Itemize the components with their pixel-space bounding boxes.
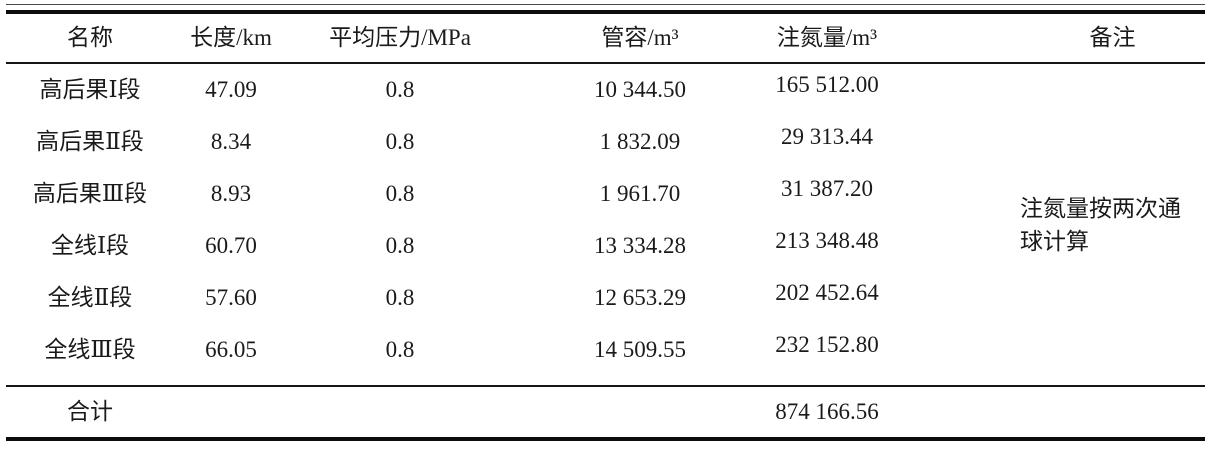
col-header-nitrogen: 注氮量/m³ — [776, 25, 878, 50]
cell-pressure: 0.8 — [385, 337, 415, 362]
table-row: 全线Ⅱ段 57.60 0.8 12 653.29 202 452.64 — [6, 272, 1205, 324]
cell-name: 高后果Ⅱ段 — [36, 129, 144, 154]
total-divider-rule — [6, 385, 1205, 387]
cell-volume: 12 653.29 — [594, 285, 686, 310]
col-header-pressure: 平均压力/MPa — [329, 25, 471, 50]
cell-pressure: 0.8 — [385, 285, 415, 310]
remark-note: 注氮量按两次通球计算 — [1020, 195, 1181, 254]
table-bottom-rule — [6, 437, 1205, 441]
cell-name: 全线Ⅱ段 — [47, 285, 133, 310]
cell-length: 8.34 — [210, 129, 252, 154]
cell-length: 57.60 — [205, 285, 257, 310]
table-row: 高后果Ⅰ段 47.09 0.8 10 344.50 165 512.00 — [6, 64, 1205, 116]
cell-nitrogen: 29 313.44 — [781, 124, 873, 149]
cell-volume: 1 832.09 — [599, 129, 681, 154]
cell-length: 8.93 — [210, 181, 252, 206]
cell-nitrogen: 232 152.80 — [775, 332, 879, 357]
table-header-row: 名称 长度/km 平均压力/MPa 管容/m³ 注氮量/m³ 备注 — [6, 14, 1205, 62]
cell-name: 全线Ⅲ段 — [44, 337, 136, 362]
cell-length: 60.70 — [205, 233, 257, 258]
table-row: 全线Ⅲ段 66.05 0.8 14 509.55 232 152.80 — [6, 324, 1205, 376]
col-header-remark: 备注 — [1089, 25, 1136, 50]
header-divider-rule — [6, 62, 1205, 64]
table-top-outer-rule — [6, 4, 1205, 5]
table-top-rule — [6, 10, 1205, 14]
cell-nitrogen: 165 512.00 — [775, 72, 879, 97]
cell-pressure: 0.8 — [385, 233, 415, 258]
col-header-length: 长度/km — [190, 25, 272, 50]
cell-pressure: 0.8 — [385, 77, 415, 102]
segments-table: 名称 长度/km 平均压力/MPa 管容/m³ 注氮量/m³ 备注 高后果Ⅰ段 … — [6, 0, 1205, 441]
table-row: 高后果Ⅲ段 8.93 0.8 1 961.70 31 387.20 — [6, 168, 1205, 220]
table-row: 高后果Ⅱ段 8.34 0.8 1 832.09 29 313.44 — [6, 116, 1205, 168]
cell-length: 66.05 — [205, 337, 257, 362]
cell-length: 47.09 — [205, 77, 257, 102]
col-header-spacer — [886, 14, 1020, 62]
total-label: 合计 — [67, 399, 113, 424]
cell-name: 高后果Ⅲ段 — [32, 181, 148, 206]
table-row: 全线Ⅰ段 60.70 0.8 13 334.28 213 348.48 — [6, 220, 1205, 272]
table-body: 高后果Ⅰ段 47.09 0.8 10 344.50 165 512.00 高后果… — [6, 64, 1205, 385]
col-header-volume: 管容/m³ — [601, 25, 679, 50]
cell-name: 全线Ⅰ段 — [50, 233, 130, 258]
cell-nitrogen: 213 348.48 — [775, 228, 879, 253]
cell-volume: 13 334.28 — [594, 233, 686, 258]
cell-name: 高后果Ⅰ段 — [39, 77, 141, 102]
cell-pressure: 0.8 — [385, 181, 415, 206]
cell-nitrogen: 31 387.20 — [781, 176, 873, 201]
cell-volume: 14 509.55 — [594, 337, 686, 362]
cell-volume: 10 344.50 — [594, 77, 686, 102]
total-nitrogen: 874 166.56 — [775, 399, 879, 424]
total-row: 合计 874 166.56 — [6, 387, 1205, 437]
cell-pressure: 0.8 — [385, 129, 415, 154]
col-header-name: 名称 — [67, 25, 113, 50]
cell-nitrogen: 202 452.64 — [775, 280, 879, 305]
cell-volume: 1 961.70 — [599, 181, 681, 206]
